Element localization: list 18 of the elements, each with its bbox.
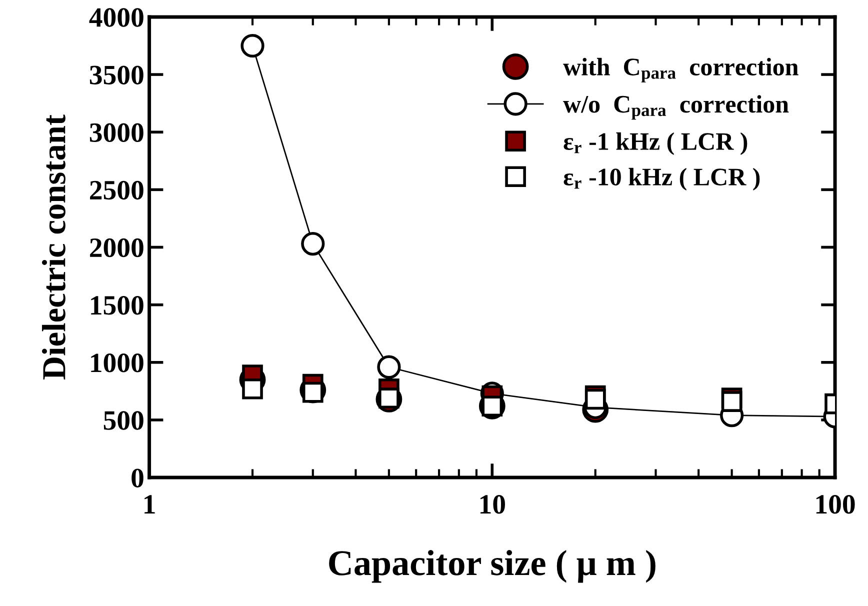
y-tick-label: 4000 <box>89 8 144 27</box>
x-tick-label: 100 <box>816 495 855 514</box>
legend-label: with C$_{para}$ correction <box>563 58 798 82</box>
y-axis-title: Dielectric constant <box>42 114 66 380</box>
x-tick-label: 10 <box>480 495 505 514</box>
y-tick-label: 500 <box>104 411 144 430</box>
y-tick-label: 1500 <box>91 296 144 315</box>
y-tick-label: 2500 <box>90 180 144 200</box>
legend-label: w/o C$_{para}$ correction <box>563 95 789 120</box>
x-axis-title: Capacitor size ( μ m ) <box>329 550 656 583</box>
y-tick-label: 1000 <box>91 354 144 372</box>
x-tick-label: 1 <box>144 495 155 514</box>
legend-label: ε$_{r}$ -1 kHz ( LCR ) <box>564 132 748 156</box>
y-tick-label: 2000 <box>90 238 144 258</box>
y-tick-label: 3500 <box>90 66 144 84</box>
legend-label: ε$_{r}$ -10 kHz ( LCR ) <box>564 168 760 191</box>
y-tick-label: 3000 <box>90 123 144 142</box>
y-tick-label: 0 <box>132 468 144 488</box>
